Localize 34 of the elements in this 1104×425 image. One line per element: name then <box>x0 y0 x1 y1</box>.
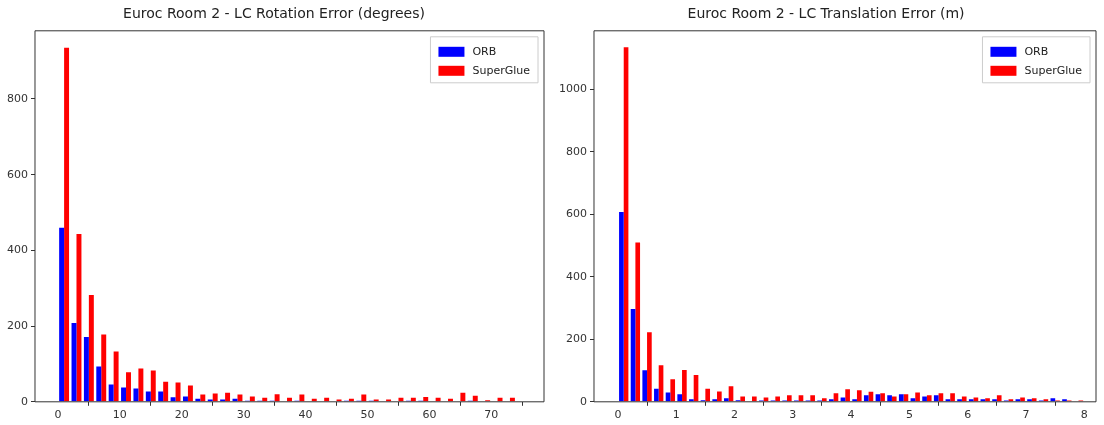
legend-label: SuperGlue <box>472 63 531 77</box>
y-tick-label: 400 <box>565 269 587 283</box>
y-tick-label: 600 <box>7 167 28 181</box>
x-tick-label: 60 <box>422 408 437 422</box>
x-tick-label: 0 <box>54 408 62 422</box>
x-tick-label: 10 <box>112 408 127 422</box>
x-tick-label: 6 <box>964 408 972 422</box>
x-tick-label: 3 <box>789 408 797 422</box>
x-tick-label: 8 <box>1080 408 1088 422</box>
x-tick-label: 2 <box>731 408 739 422</box>
y-tick-label: 0 <box>579 394 587 408</box>
x-tick-label: 1 <box>672 408 680 422</box>
x-tick-label: 30 <box>236 408 251 422</box>
chart-title: Euroc Room 2 - LC Translation Error (m) <box>687 5 965 22</box>
x-tick-label: 50 <box>360 408 375 422</box>
y-tick-label: 800 <box>7 91 28 105</box>
y-tick-label: 0 <box>21 394 28 408</box>
x-tick-label: 0 <box>614 408 622 422</box>
y-tick-label: 1000 <box>558 82 587 96</box>
y-tick-label: 400 <box>7 243 28 257</box>
y-tick-label: 600 <box>565 207 587 221</box>
x-tick-label: 5 <box>905 408 913 422</box>
x-tick-label: 70 <box>484 408 499 422</box>
x-tick-label: 40 <box>298 408 313 422</box>
legend-label: ORB <box>472 44 497 58</box>
legend-label: ORB <box>1024 44 1049 58</box>
chart-title: Euroc Room 2 - LC Rotation Error (degrees) <box>123 5 425 22</box>
x-tick-label: 7 <box>1022 408 1030 422</box>
y-tick-label: 200 <box>7 318 28 332</box>
y-tick-label: 200 <box>565 332 587 346</box>
x-tick-label: 20 <box>174 408 189 422</box>
x-tick-label: 4 <box>847 408 855 422</box>
y-tick-label: 800 <box>565 144 587 158</box>
legend-label: SuperGlue <box>1024 63 1083 77</box>
